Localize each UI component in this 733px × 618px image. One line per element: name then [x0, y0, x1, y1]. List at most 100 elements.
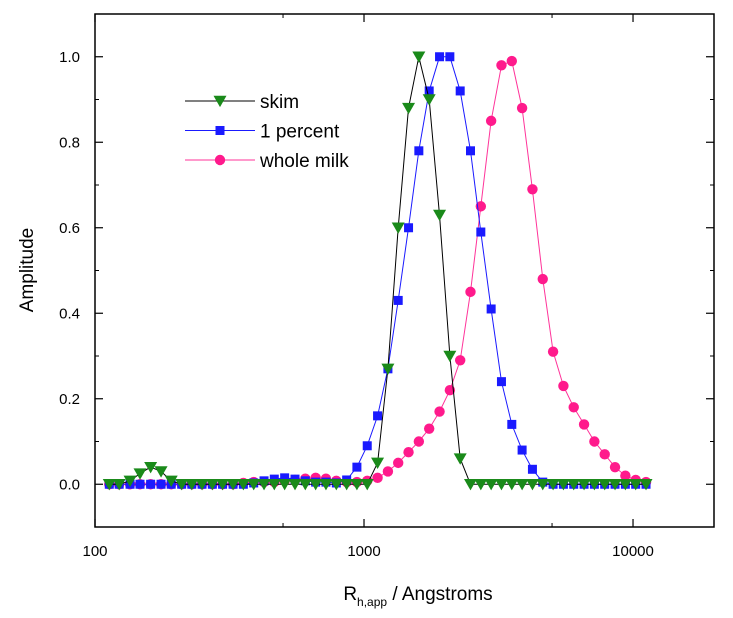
data-point-1-percent	[486, 304, 496, 314]
data-point-skim	[453, 453, 467, 465]
data-point-skim	[133, 468, 147, 480]
data-point-whole-milk	[485, 115, 497, 127]
data-point-skim	[618, 479, 632, 491]
y-tick-label: 0.6	[59, 220, 80, 237]
data-point-skim	[360, 479, 374, 491]
data-point-skim	[247, 479, 261, 491]
data-point-skim	[381, 363, 395, 375]
y-tick-label: 0.8	[59, 134, 80, 151]
legend-label-1-percent: 1 percent	[260, 122, 340, 143]
series-layer	[102, 51, 653, 491]
data-point-1-percent	[496, 377, 506, 387]
data-point-whole-milk	[558, 380, 569, 392]
data-point-1-percent	[135, 479, 145, 489]
data-point-skim	[608, 479, 622, 491]
x-axis-title: Rh,app / Angstroms	[343, 584, 492, 609]
data-point-skim	[505, 479, 519, 491]
data-point-whole-milk	[413, 436, 425, 447]
data-point-skim	[216, 479, 230, 491]
data-point-skim	[144, 461, 158, 474]
data-point-1-percent	[424, 86, 434, 96]
legend-item-1-percent: 1 percent	[185, 122, 340, 143]
data-point-skim	[226, 479, 240, 491]
legend-item-skim: skim	[185, 92, 299, 113]
data-point-whole-milk	[465, 286, 476, 298]
legend-label-whole-milk: whole milk	[259, 151, 349, 172]
data-point-skim	[412, 51, 426, 63]
data-point-skim	[123, 475, 137, 488]
data-point-skim	[164, 475, 178, 488]
data-point-skim	[463, 479, 477, 491]
data-point-skim	[371, 457, 385, 470]
data-point-whole-milk	[444, 385, 456, 396]
data-point-skim	[257, 479, 271, 491]
data-point-skim	[587, 479, 601, 491]
x-tick-label: 100	[82, 543, 107, 560]
data-point-skim	[422, 94, 436, 106]
y-axis: 0.0 0.2 0.4 0.6 0.8 1.0	[59, 13, 714, 528]
series-1-percent	[104, 52, 651, 489]
data-point-1-percent	[476, 227, 486, 237]
data-point-1-percent	[465, 146, 475, 156]
data-point-whole-milk	[620, 470, 631, 481]
x-axis-title-sub: h,app	[357, 595, 387, 609]
data-point-skim	[536, 479, 550, 491]
data-point-whole-milk	[527, 184, 538, 195]
data-point-whole-milk	[393, 457, 404, 469]
series-whole-milk	[104, 55, 652, 490]
data-point-skim	[340, 479, 354, 491]
data-point-whole-milk	[372, 472, 383, 484]
legend-marker-skim	[213, 95, 227, 108]
data-point-whole-milk	[454, 355, 466, 366]
data-point-skim	[629, 479, 643, 491]
data-point-whole-milk	[403, 446, 414, 458]
legend: skim 1 percent whole milk	[185, 92, 349, 172]
y-axis-title: Amplitude	[17, 228, 38, 313]
data-point-skim	[329, 479, 343, 491]
legend-marker-whole-milk	[214, 154, 226, 166]
data-point-skim	[102, 479, 116, 491]
data-point-skim	[515, 479, 529, 491]
data-point-1-percent	[352, 462, 362, 472]
x-axis-title-main: R	[343, 584, 357, 605]
data-point-1-percent	[373, 411, 383, 421]
data-point-skim	[205, 479, 219, 491]
data-point-skim	[546, 479, 560, 491]
data-point-1-percent	[507, 419, 517, 429]
series-skim	[102, 51, 653, 491]
data-point-skim	[288, 479, 302, 491]
data-point-skim	[402, 102, 416, 115]
data-point-1-percent	[455, 86, 465, 96]
data-point-whole-milk	[506, 55, 517, 67]
data-point-skim	[112, 479, 126, 491]
data-point-skim	[494, 479, 508, 491]
x-tick-label: 10000	[612, 543, 654, 560]
data-point-whole-milk	[423, 423, 435, 434]
y-tick-label: 0.0	[59, 476, 80, 493]
data-point-skim	[484, 479, 498, 491]
data-point-whole-milk	[516, 102, 528, 114]
x-axis-title-rest: / Angstroms	[387, 584, 493, 605]
data-point-skim	[309, 479, 323, 491]
data-point-1-percent	[435, 52, 445, 62]
data-point-skim	[319, 479, 333, 491]
data-point-whole-milk	[382, 466, 394, 477]
data-point-whole-milk	[578, 419, 590, 430]
legend-marker-1-percent	[215, 126, 225, 135]
data-point-skim	[278, 479, 292, 491]
data-point-skim	[433, 209, 447, 222]
data-point-skim	[443, 350, 457, 363]
data-point-skim	[525, 479, 539, 491]
data-point-1-percent	[445, 52, 455, 62]
y-tick-label: 0.4	[59, 305, 80, 322]
data-point-skim	[298, 479, 312, 491]
y-tick-label: 0.2	[59, 391, 80, 408]
data-point-1-percent	[393, 295, 403, 305]
data-point-1-percent	[414, 146, 424, 156]
data-point-whole-milk	[434, 406, 445, 417]
legend-item-whole-milk: whole milk	[185, 151, 349, 172]
x-axis: 100 1000 10000	[82, 14, 654, 560]
data-point-skim	[567, 479, 581, 491]
data-point-skim	[175, 479, 189, 491]
